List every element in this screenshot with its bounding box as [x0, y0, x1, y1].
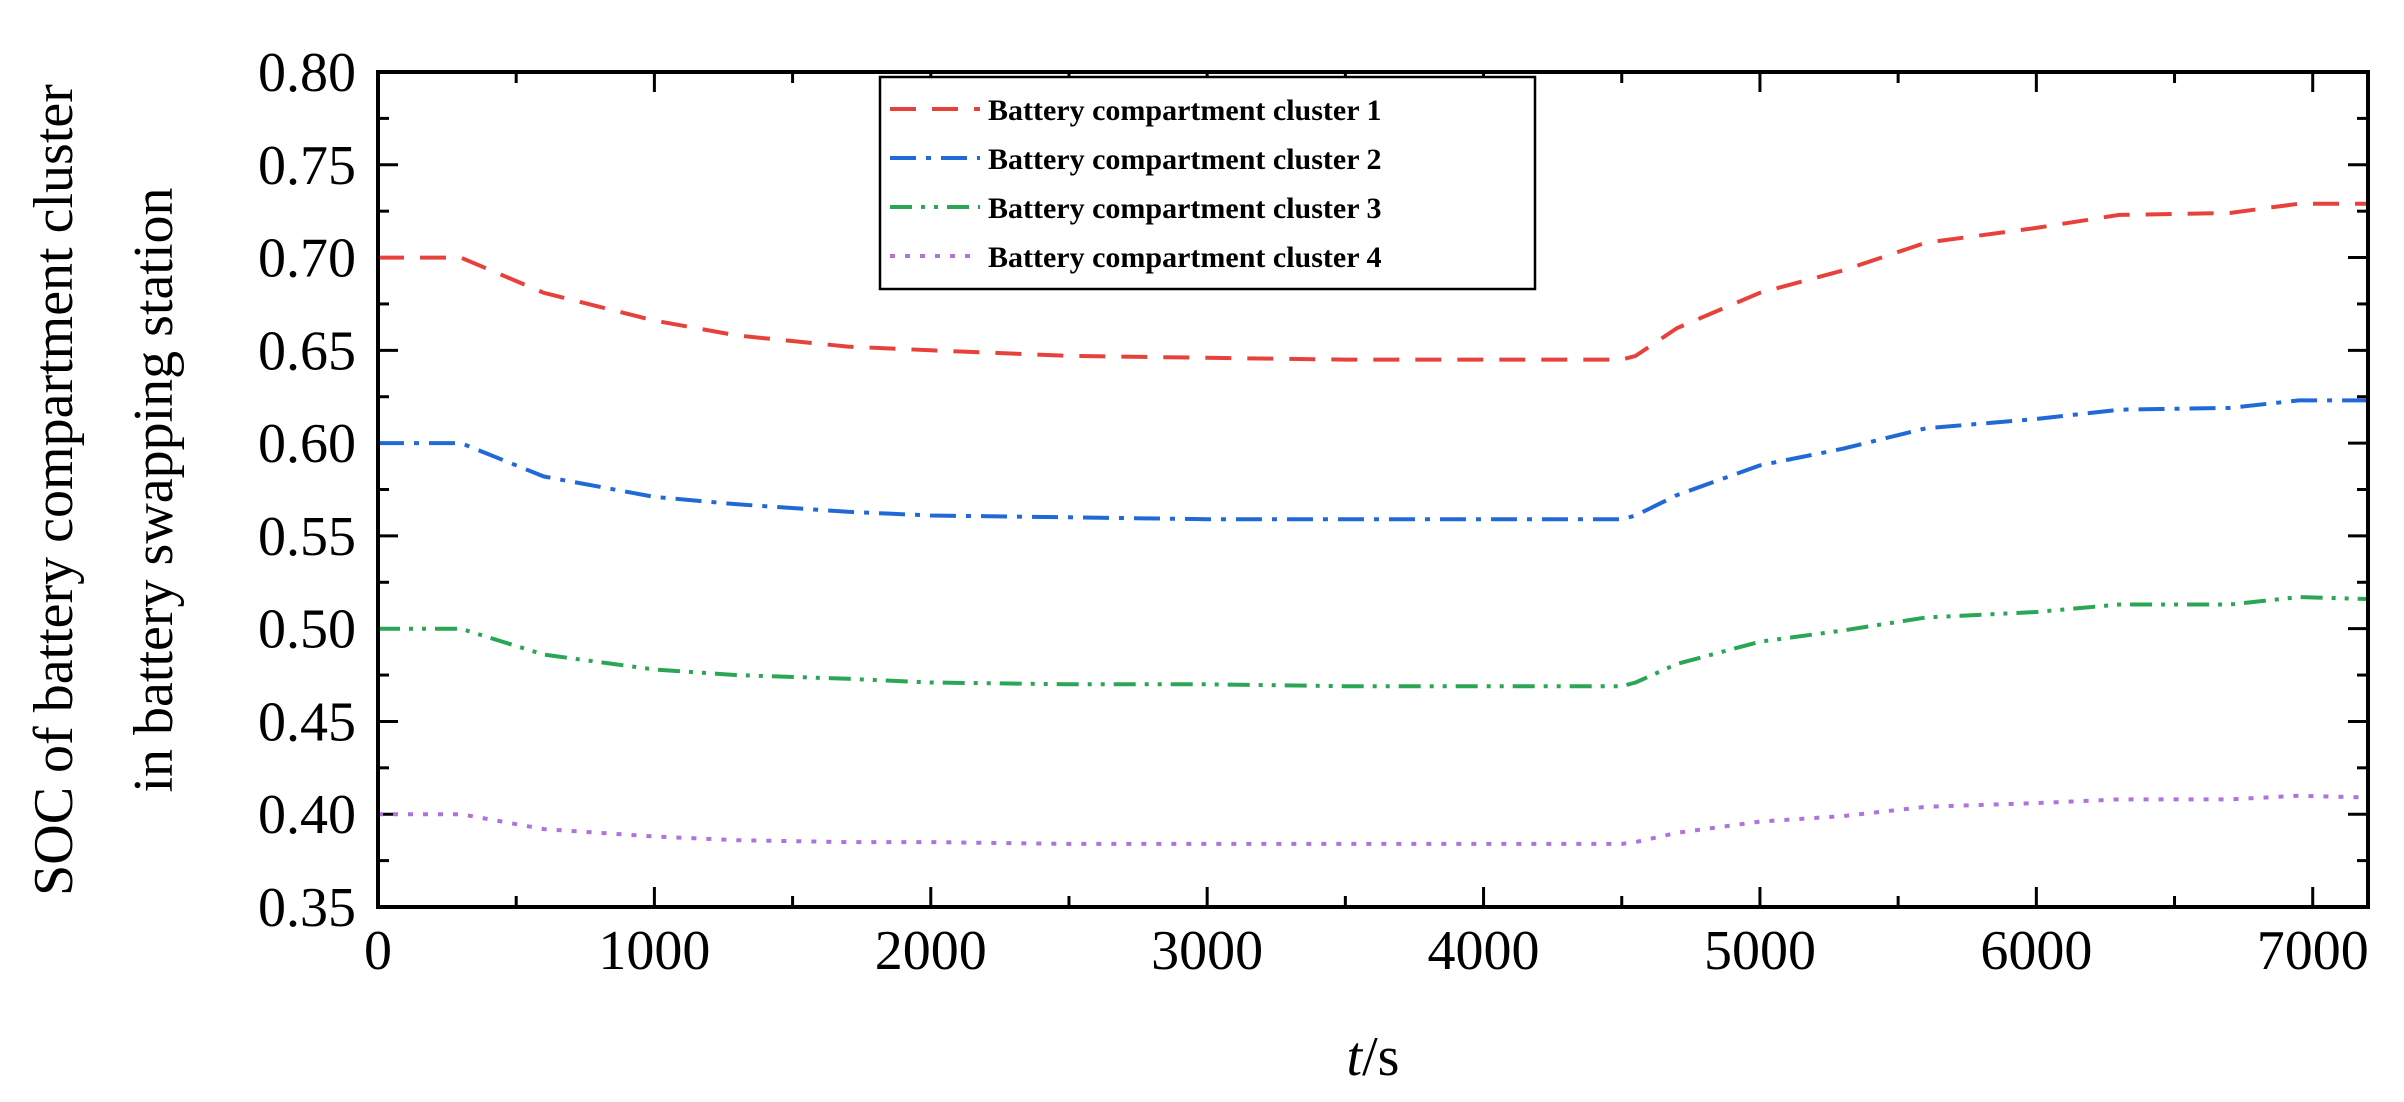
y-tick-label: 0.75	[258, 135, 356, 197]
plot-frame	[376, 70, 2370, 909]
y-tick-label: 0.45	[258, 691, 356, 753]
y-tick-label: 0.60	[258, 413, 356, 475]
x-tick-label: 4000	[1428, 920, 1540, 982]
legend-label-cluster-1: Battery compartment cluster 1	[988, 94, 1382, 127]
x-axis-title-unit: /s	[1362, 1026, 1399, 1088]
y-tick-label: 0.35	[258, 877, 356, 939]
x-tick-label: 5000	[1704, 920, 1816, 982]
y-tick-label: 0.50	[258, 599, 356, 661]
series-line-cluster-3	[378, 595, 2369, 689]
x-tick-label: 6000	[1980, 920, 2092, 982]
x-axis-title: t/s	[1347, 1026, 1400, 1088]
y-axis-title: SOC of battery compartment cluster in ba…	[23, 84, 185, 896]
y-tick-label: 0.40	[258, 784, 356, 846]
legend-label-cluster-2: Battery compartment cluster 2	[988, 143, 1382, 176]
legend: Battery compartment cluster 1 Battery com…	[878, 75, 1537, 291]
x-tick-label: 2000	[875, 920, 987, 982]
series-line-cluster-4	[378, 793, 2369, 846]
x-tick-label: 7000	[2257, 920, 2369, 982]
legend-box	[878, 75, 1537, 291]
legend-label-cluster-3: Battery compartment cluster 3	[988, 192, 1382, 225]
x-tick-label: 0	[364, 920, 392, 982]
y-axis-title-line-1: SOC of battery compartment cluster	[23, 84, 85, 896]
y-tick-label: 0.70	[258, 228, 356, 290]
y-tick-label: 0.80	[258, 42, 356, 104]
y-axis-title-line-2: in battery swapping station	[123, 187, 185, 792]
legend-label-cluster-4: Battery compartment cluster 4	[988, 241, 1382, 274]
series-line-cluster-1	[378, 201, 2368, 362]
x-tick-label: 3000	[1151, 920, 1263, 982]
y-tick-label: 0.65	[258, 320, 356, 382]
x-axis-title-variable: t	[1347, 1026, 1364, 1088]
series-line-cluster-2	[378, 398, 2368, 522]
x-tick-label: 1000	[598, 920, 710, 982]
y-tick-label: 0.55	[258, 506, 356, 568]
